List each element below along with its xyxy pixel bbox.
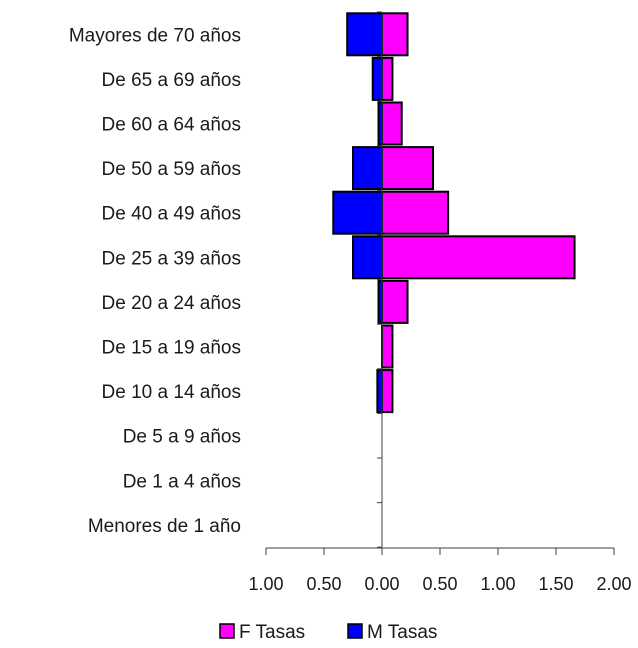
bar-f-tasas <box>381 190 450 235</box>
x-tick-label: 1.50 <box>538 574 573 594</box>
x-tick-label: 0.50 <box>306 574 341 594</box>
bar-m-tasas <box>371 56 384 101</box>
bar-m-tasas <box>352 235 383 280</box>
bar-f-tasas <box>381 324 394 369</box>
legend-swatch <box>219 623 235 639</box>
legend-label: M Tasas <box>367 622 437 643</box>
bar-f-tasas <box>381 12 409 57</box>
bar-m-tasas <box>352 146 383 191</box>
legend: F Tasas M Tasas <box>219 622 437 643</box>
x-tick-label: 1.00 <box>480 574 515 594</box>
bar-m-tasas <box>332 190 383 235</box>
bar-f-tasas <box>381 146 435 191</box>
category-label: De 20 a 24 años <box>102 293 241 314</box>
bar-f-tasas <box>381 279 409 324</box>
category-label: De 50 a 59 años <box>102 159 241 180</box>
bar-f-tasas <box>381 56 394 101</box>
bar-m-tasas <box>346 12 384 57</box>
x-tick-labels: 1.00 0.50 0.00 0.50 1.00 1.50 2.00 <box>248 574 631 594</box>
category-label: De 15 a 19 años <box>102 338 241 359</box>
category-label: De 5 a 9 años <box>123 427 241 448</box>
x-tick-label: 0.50 <box>422 574 457 594</box>
bars <box>332 12 576 414</box>
category-label: De 1 a 4 años <box>123 471 241 492</box>
category-label: De 10 a 14 años <box>102 382 241 403</box>
category-label: De 60 a 64 años <box>102 115 241 136</box>
category-label: De 65 a 69 años <box>102 70 241 91</box>
category-label: Mayores de 70 años <box>69 25 241 46</box>
x-tick-label: 1.00 <box>248 574 283 594</box>
category-label: De 25 a 39 años <box>102 248 241 269</box>
bar-f-tasas <box>381 369 394 414</box>
x-tick-label: 0.00 <box>364 574 399 594</box>
x-tick-label: 2.00 <box>596 574 631 594</box>
legend-label: F Tasas <box>239 622 305 643</box>
category-label: Menores de 1 año <box>88 516 241 537</box>
legend-swatch <box>347 623 363 639</box>
axes <box>265 11 615 555</box>
bar-f-tasas <box>381 235 576 280</box>
category-labels: Mayores de 70 años De 65 a 69 años De 60 a… <box>69 25 241 537</box>
category-label: De 40 a 49 años <box>102 204 241 225</box>
bar-f-tasas <box>381 101 403 146</box>
